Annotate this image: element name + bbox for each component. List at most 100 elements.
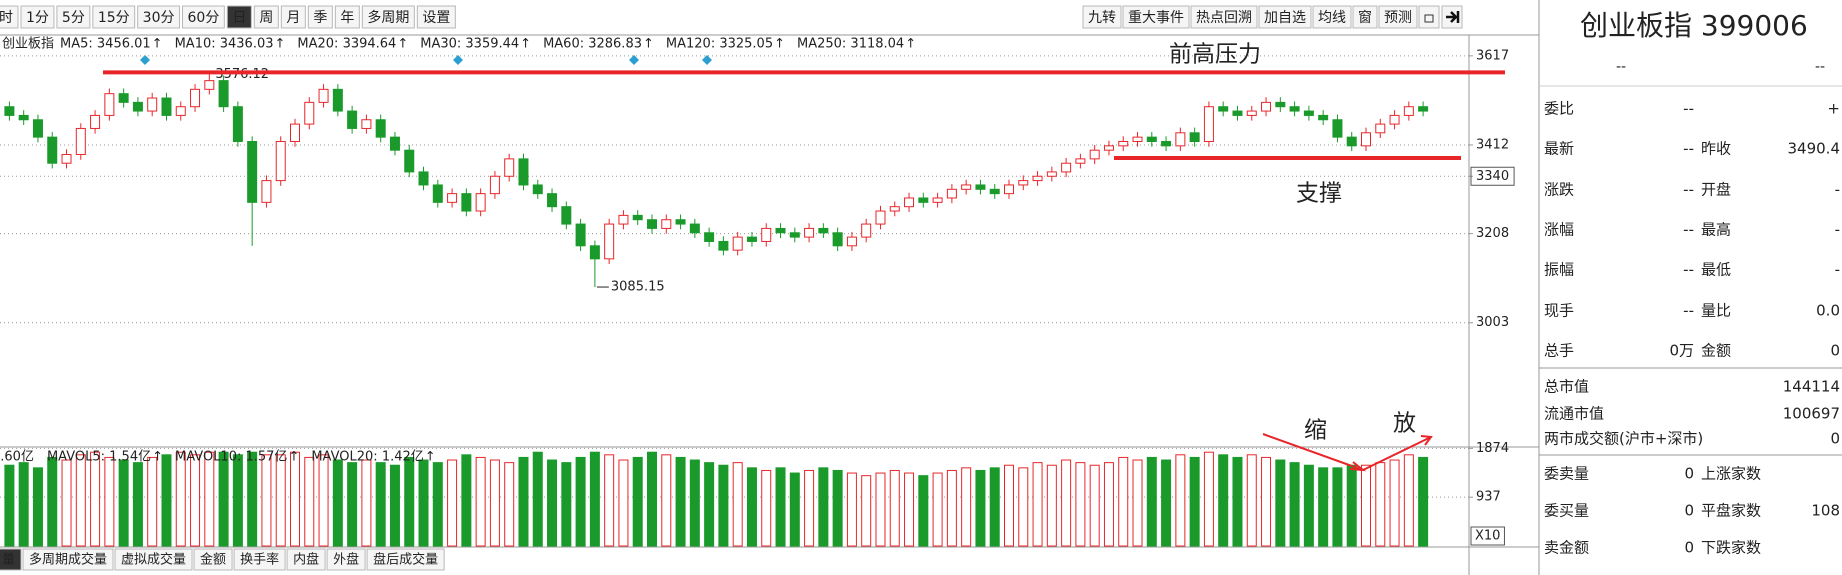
y-tick-label: 3208 (1476, 226, 1509, 241)
period-label: 年 (340, 10, 354, 26)
volume-bar (604, 454, 615, 547)
ma-trend: ↑ (275, 37, 286, 52)
candle-body (218, 80, 229, 108)
volume-bar (75, 454, 86, 547)
tool-button[interactable] (1352, 5, 1378, 29)
tool-button[interactable] (1190, 5, 1258, 29)
volume-bar (18, 462, 29, 547)
tool-label: 预测 (1384, 10, 1412, 26)
tool-button[interactable] (1378, 5, 1418, 29)
volume-bar (918, 475, 929, 547)
candle-body (875, 210, 886, 225)
ma-legend: MA20: 3394.64 (297, 37, 396, 52)
volume-bar (1018, 467, 1029, 547)
event-markers (140, 55, 712, 65)
event-marker[interactable] (453, 55, 463, 65)
tab-button[interactable] (233, 548, 286, 571)
tab-label: 换手率 (240, 552, 279, 568)
tool-button[interactable] (1122, 5, 1190, 29)
period-button[interactable] (334, 5, 360, 29)
candle-body (1061, 162, 1072, 173)
volume-bar (232, 454, 243, 547)
volume-bar (832, 469, 843, 547)
ma-trend: ↑ (774, 37, 785, 52)
volume-bar (775, 467, 786, 547)
candle-body (604, 223, 615, 260)
period-button[interactable] (92, 5, 136, 29)
period-button[interactable] (0, 5, 19, 29)
tab-button[interactable] (0, 548, 22, 571)
tab-button[interactable] (22, 548, 114, 571)
quote-value: 144114 (1783, 378, 1840, 396)
candle-body (532, 184, 543, 195)
volume-bar (718, 464, 729, 547)
candle-body (489, 175, 500, 195)
volume-bar (361, 459, 372, 547)
quote-value: 0 (1684, 465, 1694, 483)
tab-button[interactable] (286, 548, 326, 571)
candle-body (1103, 145, 1114, 151)
quote-label: 总市值 (1544, 378, 1589, 396)
period-button[interactable] (361, 5, 415, 29)
ma-legend: MA10: 3436.03 (175, 37, 274, 52)
tab-button[interactable] (193, 548, 233, 571)
quote-value: -- (1683, 181, 1694, 199)
candle-body (1075, 158, 1086, 164)
volume-bar (1118, 456, 1129, 547)
tool-button[interactable] (1258, 5, 1312, 29)
volume-bar (946, 469, 957, 547)
period-button[interactable] (307, 5, 333, 29)
candle-body (332, 88, 343, 112)
period-button[interactable] (182, 5, 225, 29)
y-tick-label: 1874 (1476, 441, 1509, 456)
candle-body (1146, 136, 1157, 142)
tab-button[interactable] (326, 548, 366, 571)
volume-bar (1161, 459, 1172, 547)
candle-body (704, 232, 715, 242)
period-button[interactable] (280, 5, 306, 29)
candle-body (404, 149, 415, 173)
volume-bar (1232, 456, 1243, 547)
candle-body (18, 114, 29, 121)
quote-value: -- (1683, 221, 1694, 239)
ma-legend: MA250: 3118.04 (797, 37, 904, 52)
candle-body (918, 197, 929, 203)
candle-body (904, 197, 915, 208)
placeholder: -- (1616, 59, 1626, 75)
volume-bar (618, 459, 629, 547)
volume-bar (1332, 467, 1343, 547)
period-button[interactable] (56, 5, 91, 29)
volume-bar (304, 456, 315, 547)
lock-button[interactable] (1418, 5, 1440, 29)
candle-body (1032, 175, 1043, 182)
candle-body (518, 158, 529, 186)
candle-body (1161, 140, 1172, 147)
volume-bar (975, 469, 986, 547)
volume-bar (247, 451, 258, 547)
period-button[interactable] (226, 5, 252, 29)
period-button[interactable] (416, 5, 456, 29)
volume-bar (1289, 462, 1300, 547)
volume-bar (647, 451, 657, 547)
event-marker[interactable] (140, 55, 150, 65)
candle-body (632, 214, 643, 221)
tool-button[interactable] (1312, 5, 1352, 29)
quote-label: 卖金额 (1544, 539, 1589, 557)
quote-label: 最低 (1701, 261, 1731, 279)
event-marker[interactable] (702, 55, 712, 65)
tab-button[interactable] (114, 548, 193, 571)
volume-bar (275, 454, 286, 547)
period-button[interactable] (253, 5, 279, 29)
period-button[interactable] (137, 5, 180, 29)
candle-body (175, 106, 186, 116)
candle-body (1275, 101, 1286, 108)
period-label: 日 (232, 10, 246, 26)
quote-value: 0 (1684, 539, 1694, 557)
event-marker[interactable] (629, 55, 639, 65)
tab-button[interactable] (366, 548, 445, 571)
tool-button[interactable] (1082, 5, 1122, 29)
volume-bar (4, 464, 15, 547)
period-button[interactable] (20, 5, 55, 29)
low-label: 3085.15 (611, 280, 665, 295)
volume-bar (1004, 464, 1014, 547)
